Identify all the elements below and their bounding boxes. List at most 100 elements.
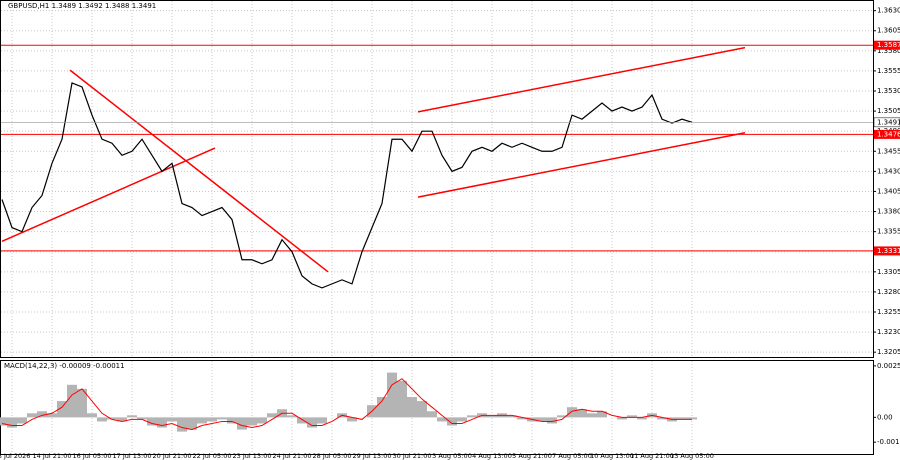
- y-tick-label: 1.3630: [877, 7, 900, 15]
- macd-bar: [637, 417, 647, 420]
- macd-bar: [207, 417, 217, 422]
- y-tick-label: 1.3405: [877, 187, 900, 195]
- macd-bar: [197, 417, 207, 424]
- x-tick-label: 13 Aug 05:00: [670, 452, 714, 460]
- macd-bar: [47, 413, 57, 418]
- x-tick-label: 11 Aug 21:00: [630, 452, 674, 460]
- y-tick-label: 1.3255: [877, 308, 900, 316]
- macd-bar: [117, 417, 127, 422]
- x-tick-label: 24 Jul 21:00: [273, 452, 312, 460]
- macd-bar: [257, 417, 267, 424]
- y-tick-label: 1.3430: [877, 167, 900, 175]
- macd-bar: [437, 417, 447, 422]
- level-label-box: [874, 246, 900, 256]
- x-tick-label: 17 Jul 13:00: [113, 452, 152, 460]
- trend-line: [417, 132, 746, 198]
- x-tick-label: 22 Jul 05:00: [193, 452, 232, 460]
- macd-bar: [297, 417, 307, 424]
- y2-tick-label: 0.00253: [877, 362, 900, 370]
- macd-bar: [97, 417, 107, 422]
- macd-bar: [407, 397, 417, 418]
- macd-bar: [427, 411, 437, 418]
- macd-bar: [547, 417, 557, 424]
- current-price-label: 1.3491: [877, 118, 900, 126]
- macd-bar: [17, 417, 27, 424]
- macd-bar: [67, 384, 77, 418]
- macd-bar: [137, 417, 147, 420]
- macd-bar: [307, 417, 317, 428]
- macd-bar: [267, 413, 277, 418]
- macd-bar: [507, 415, 517, 418]
- macd-bar: [397, 380, 407, 418]
- macd-bar: [57, 401, 67, 418]
- macd-bar: [27, 413, 37, 418]
- trend-line: [1, 147, 216, 242]
- macd-bar: [177, 417, 187, 432]
- macd-bar: [147, 417, 157, 426]
- y-tick-label: 1.3280: [877, 288, 900, 296]
- signal-line: [1, 378, 692, 431]
- y-tick-label: 1.3605: [877, 27, 900, 35]
- y-tick-label: 1.3580: [877, 47, 900, 55]
- macd-bar: [7, 417, 17, 428]
- macd-bar: [187, 417, 197, 430]
- macd-bar: [107, 417, 117, 420]
- y-tick-label: 1.3530: [877, 87, 900, 95]
- macd-panel: [0, 360, 874, 455]
- macd-bar: [487, 415, 497, 418]
- macd-bar: [387, 372, 397, 418]
- macd-bar: [617, 417, 627, 420]
- x-tick-label: 5 Aug 21:00: [512, 452, 552, 460]
- x-tick-label: 13 Jul 2026: [0, 452, 30, 460]
- x-tick-label: 7 Aug 05:00: [552, 452, 592, 460]
- macd-bar: [0, 417, 7, 426]
- chart-title: GBPUSD,H1 1.3489 1.3492 1.3488 1.3491: [8, 2, 156, 10]
- y-tick-label: 1.3505: [877, 107, 900, 115]
- x-tick-label: 3 Aug 05:00: [432, 452, 472, 460]
- macd-bar: [657, 417, 667, 420]
- macd-bar: [587, 413, 597, 418]
- trend-line: [417, 46, 746, 113]
- macd-bar: [597, 411, 607, 418]
- macd-bar: [677, 417, 687, 420]
- y-tick-label: 1.3455: [877, 147, 900, 155]
- macd-bar: [347, 417, 357, 422]
- x-tick-label: 20 Jul 21:00: [153, 452, 192, 460]
- macd-bar: [687, 417, 697, 420]
- level-label: 1.3331: [877, 247, 900, 255]
- level-label-box: [874, 129, 900, 139]
- macd-bar: [377, 397, 387, 418]
- x-tick-label: 10 Aug 13:00: [590, 452, 634, 460]
- x-tick-label: 16 Jul 05:00: [73, 452, 112, 460]
- macd-bar: [87, 413, 97, 418]
- x-tick-label: 4 Aug 13:00: [472, 452, 512, 460]
- macd-bar: [157, 417, 167, 428]
- macd-bar: [77, 388, 87, 418]
- y-tick-label: 1.3355: [877, 228, 900, 236]
- macd-bar: [537, 417, 547, 422]
- x-tick-label: 30 Jul 21:00: [393, 452, 432, 460]
- macd-bar: [557, 415, 567, 418]
- macd-bar: [237, 417, 247, 430]
- x-tick-label: 14 Jul 21:00: [33, 452, 72, 460]
- macd-bar: [447, 417, 457, 426]
- y2-tick-label: 0.00: [877, 413, 893, 421]
- macd-bar: [247, 417, 257, 426]
- level-label: 1.3476: [877, 130, 900, 138]
- y2-tick-label: -0.00122: [877, 438, 900, 446]
- y-tick-label: 1.3305: [877, 268, 900, 276]
- macd-bar: [127, 415, 137, 418]
- macd-bar: [217, 417, 227, 420]
- macd-bar: [167, 417, 177, 422]
- macd-bar: [567, 407, 577, 418]
- price-panel: [0, 0, 874, 358]
- macd-title: MACD(14,22,3) -0.00009 -0.00011: [4, 362, 125, 370]
- x-tick-label: 23 Jul 13:00: [233, 452, 272, 460]
- level-label: 1.3587: [877, 41, 900, 49]
- macd-bar: [417, 401, 427, 418]
- x-tick-label: 29 Jul 13:00: [353, 452, 392, 460]
- y-tick-label: 1.3205: [877, 348, 900, 356]
- x-tick-label: 28 Jul 05:00: [313, 452, 352, 460]
- macd-bar: [627, 415, 637, 418]
